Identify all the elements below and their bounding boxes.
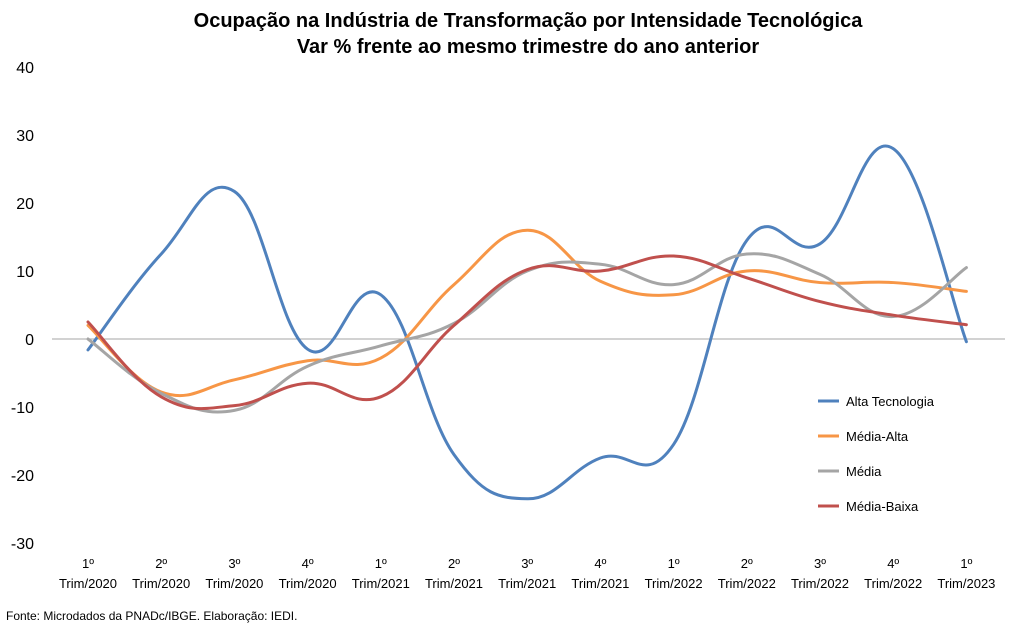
series-line-alta-tecnologia <box>86 144 968 501</box>
x-tick-label-year: Trim/2021 <box>425 576 483 591</box>
y-tick-label: 0 <box>25 332 34 349</box>
y-tick-label: -20 <box>11 468 34 485</box>
series-line-media <box>86 252 968 414</box>
x-tick-label-year: Trim/2020 <box>59 576 117 591</box>
x-tick-label-quarter: 2º <box>448 556 460 571</box>
x-tick-label-quarter: 4º <box>594 556 606 571</box>
x-tick-label-year: Trim/2023 <box>937 576 995 591</box>
x-tick-label-year: Trim/2022 <box>864 576 922 591</box>
y-tick-label: 40 <box>16 60 34 77</box>
series-line-media-alta <box>86 228 968 398</box>
x-tick-label-quarter: 1º <box>960 556 972 571</box>
x-tick-label-quarter: 4º <box>887 556 899 571</box>
x-tick-label-year: Trim/2022 <box>645 576 703 591</box>
legend-label-media: Média <box>846 464 882 479</box>
legend-label-media-baixa: Média-Baixa <box>846 499 919 514</box>
y-tick-label: 30 <box>16 128 34 145</box>
legend-label-alta-tecnologia: Alta Tecnologia <box>846 394 935 409</box>
x-tick-label-quarter: 1º <box>375 556 387 571</box>
series-line-media-baixa <box>86 254 968 411</box>
x-tick-label-quarter: 4º <box>302 556 314 571</box>
x-tick-label-year: Trim/2020 <box>279 576 337 591</box>
x-tick-label-quarter: 2º <box>741 556 753 571</box>
x-tick-label-year: Trim/2022 <box>718 576 776 591</box>
x-tick-label-quarter: 3º <box>228 556 240 571</box>
x-tick-label-year: Trim/2022 <box>791 576 849 591</box>
x-tick-label-year: Trim/2021 <box>571 576 629 591</box>
line-chart: 40 30 20 10 0 -10 -20 -30 1º Trim/2020 2º Trim/2020… <box>11 60 1005 591</box>
x-tick-label-quarter: 2º <box>155 556 167 571</box>
x-tick-label-year: Trim/2020 <box>132 576 190 591</box>
x-tick-label-quarter: 3º <box>814 556 826 571</box>
chart-title: Ocupação na Indústria de Transformação p… <box>0 8 1012 60</box>
chart-title-line1: Ocupação na Indústria de Transformação p… <box>193 10 863 32</box>
chart-title-line2: Var % frente ao mesmo trimestre do ano a… <box>296 36 760 58</box>
x-tick-label-year: Trim/2021 <box>352 576 410 591</box>
y-tick-label: 20 <box>16 196 34 213</box>
x-tick-label-quarter: 3º <box>521 556 533 571</box>
legend-label-media-alta: Média-Alta <box>846 429 909 444</box>
y-tick-label: 10 <box>16 264 34 281</box>
x-tick-label-year: Trim/2020 <box>205 576 263 591</box>
y-tick-label: -30 <box>11 536 34 553</box>
x-tick-label-year: Trim/2021 <box>498 576 556 591</box>
source-note: Fonte: Microdados da PNADc/IBGE. Elabora… <box>6 609 298 623</box>
x-tick-label-quarter: 1º <box>668 556 680 571</box>
y-tick-label: -10 <box>11 400 34 417</box>
x-tick-label-quarter: 1º <box>82 556 94 571</box>
